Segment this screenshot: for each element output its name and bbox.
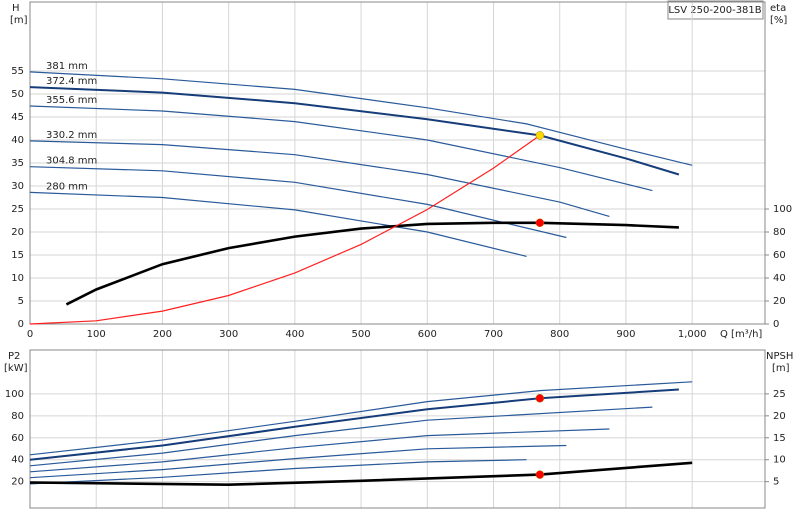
y-tick-label: 20 — [11, 477, 24, 488]
operating-point — [535, 218, 545, 228]
x-tick-label: 200 — [153, 329, 172, 340]
x-tick-label: 500 — [352, 329, 371, 340]
y-tick-label: 30 — [11, 181, 24, 192]
curve-label: 304.8 mm — [46, 156, 97, 167]
x-tick-label: 300 — [219, 329, 238, 340]
curve-label: 355.6 mm — [46, 95, 97, 106]
y-tick-label: 25 — [11, 204, 24, 215]
chart-title: LSV 250-200-381B — [668, 5, 761, 16]
curve — [29, 444, 567, 479]
y-tick-label: 80 — [11, 411, 24, 422]
curve — [29, 86, 680, 176]
curve-label: 372.4 mm — [46, 76, 97, 87]
y2-tick-label: 10 — [773, 455, 786, 466]
y-tick-label: 45 — [11, 112, 24, 123]
y-axis-unit: [m] — [10, 15, 28, 26]
x-tick-label: 400 — [285, 329, 304, 340]
y2-axis-label: NPSH — [766, 351, 793, 362]
x-tick-label: 700 — [484, 329, 503, 340]
y2-tick-label: 100 — [773, 204, 792, 215]
y-tick-label: 100 — [5, 389, 24, 400]
y-tick-label: 20 — [11, 227, 24, 238]
y-tick-label: 55 — [11, 66, 24, 77]
curve — [29, 381, 693, 456]
operating-point — [535, 470, 545, 479]
y-tick-label: 40 — [11, 455, 24, 466]
y2-tick-label: 60 — [773, 250, 786, 261]
y2-tick-label: 25 — [773, 389, 786, 400]
y-tick-label: 50 — [11, 89, 24, 100]
operating-point — [535, 131, 545, 140]
curve — [29, 134, 541, 325]
y-tick-label: 10 — [11, 273, 24, 284]
curve — [29, 459, 527, 485]
curve — [29, 140, 610, 217]
y-tick-label: 5 — [18, 296, 24, 307]
y-tick-label: 40 — [11, 135, 24, 146]
y2-tick-label: 0 — [773, 319, 779, 330]
x-tick-label: 800 — [550, 329, 569, 340]
y2-tick-label: 15 — [773, 433, 786, 444]
y2-tick-label: 5 — [773, 477, 779, 488]
curve — [29, 461, 693, 487]
curve — [29, 71, 693, 166]
x-tick-label: 100 — [87, 329, 106, 340]
operating-point — [535, 394, 545, 403]
x-axis-label: Q [m³/h] — [720, 329, 762, 340]
plot-frame — [29, 1, 766, 325]
y2-tick-label: 80 — [773, 227, 786, 238]
y-tick-label: 0 — [18, 319, 24, 330]
y-axis-label: P2 — [8, 351, 20, 362]
curve — [29, 191, 527, 257]
y-axis-unit: [kW] — [4, 363, 28, 374]
plot-frame — [29, 349, 766, 509]
x-tick-label: 1,000 — [678, 329, 707, 340]
curve — [65, 221, 679, 306]
curve — [29, 388, 679, 461]
x-tick-label: 600 — [418, 329, 437, 340]
y-tick-label: 35 — [11, 158, 24, 169]
y2-tick-label: 20 — [773, 411, 786, 422]
curve — [29, 428, 610, 473]
y2-axis-label: eta — [770, 3, 786, 14]
y-tick-label: 15 — [11, 250, 24, 261]
y2-axis-unit: [%] — [770, 15, 787, 26]
y-axis-label: H — [12, 3, 20, 14]
curve — [29, 105, 653, 192]
curve — [29, 166, 567, 239]
curve — [29, 406, 653, 467]
curve-label: 280 mm — [46, 181, 88, 192]
y2-axis-unit: [m] — [772, 363, 790, 374]
y2-tick-label: 40 — [773, 273, 786, 284]
x-tick-label: 0 — [27, 329, 33, 340]
y2-tick-label: 20 — [773, 296, 786, 307]
y-tick-label: 60 — [11, 433, 24, 444]
curve-label: 330.2 mm — [46, 130, 97, 141]
x-tick-label: 900 — [616, 329, 635, 340]
curve-label: 381 mm — [46, 61, 88, 72]
